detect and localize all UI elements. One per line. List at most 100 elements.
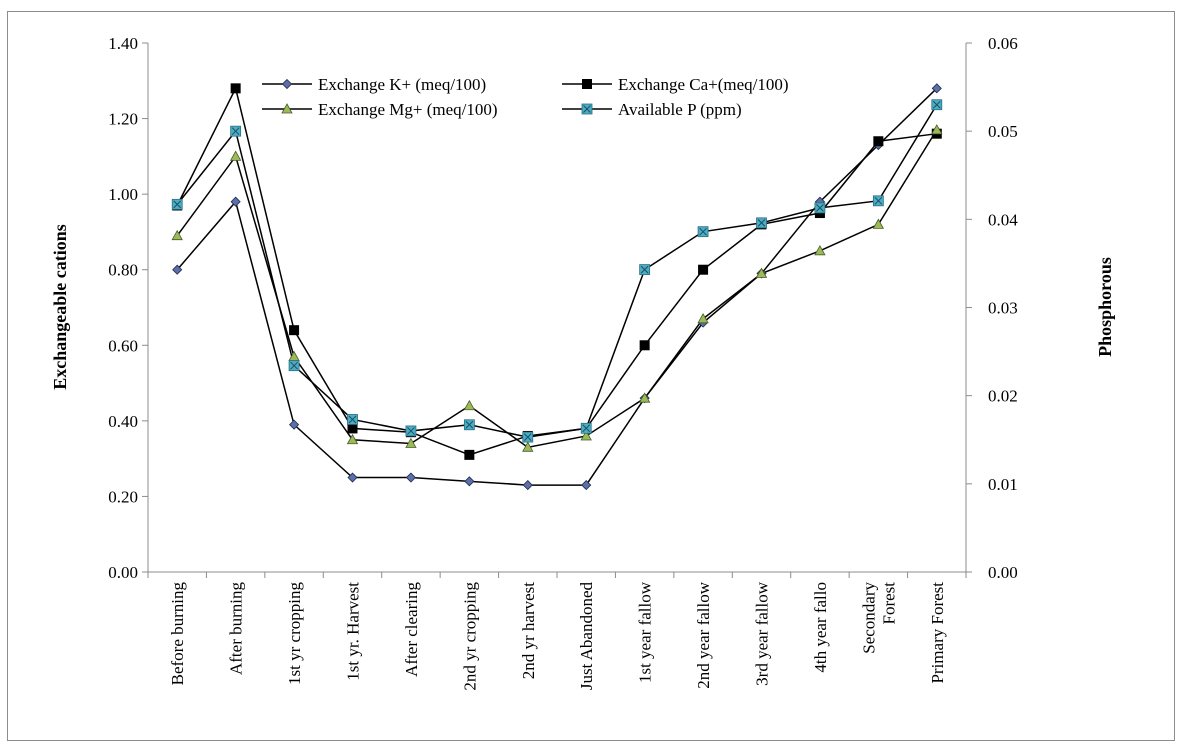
data-point	[873, 136, 884, 147]
chart-axes: 0.00 0.20 0.40 0.60 0.80 1.00 1.20 1.40 0.00 0.01…	[108, 34, 1018, 691]
data-point	[931, 124, 943, 135]
series-line	[176, 129, 938, 449]
y-right-tick-label: 0.01	[988, 475, 1018, 494]
x-category-label: After clearing	[402, 582, 421, 677]
series-line	[176, 86, 937, 456]
marker-cross	[348, 415, 357, 424]
y-right-tick-label: 0.03	[988, 299, 1018, 318]
y-left-tick-label: 0.20	[108, 487, 138, 506]
marker-cross	[173, 200, 182, 209]
data-point	[814, 244, 826, 256]
data-point	[171, 229, 183, 241]
data-point	[639, 264, 651, 275]
y-right-tick-label: 0.02	[988, 387, 1018, 406]
data-point	[347, 414, 358, 425]
data-point	[172, 264, 183, 275]
marker-cross	[465, 420, 474, 429]
x-category-label-line: Secondary	[859, 582, 878, 654]
marker-cross	[874, 196, 883, 205]
x-category-label: 2nd yr harvest	[519, 582, 538, 680]
x-category-label: Primary Forest	[928, 582, 947, 684]
data-point	[171, 198, 183, 210]
data-point	[405, 472, 416, 483]
x-category-label-line: 2nd yr harvest	[519, 582, 538, 680]
data-point	[463, 419, 475, 431]
series-lines	[176, 86, 938, 486]
y-right-tick-label: 0.05	[988, 122, 1018, 141]
data-point	[755, 267, 768, 278]
marker-cross	[290, 361, 298, 370]
y-left-tick-label: 0.80	[108, 261, 138, 280]
y-left-tick-label: 1.40	[108, 34, 138, 53]
y-left-tick-label: 0.40	[108, 412, 138, 431]
x-category-label-line: Just Abandoned	[577, 582, 596, 691]
y-left-tick-label: 1.20	[108, 110, 138, 129]
marker-cross	[816, 204, 824, 212]
x-category-label: Secondary Forest	[859, 582, 898, 654]
data-point	[522, 441, 534, 452]
x-category-label: 1st yr. Harvest	[344, 582, 363, 681]
data-point	[288, 360, 300, 372]
marker-cross	[757, 219, 766, 227]
x-category-label-line: 4th year fallo	[811, 582, 830, 673]
legend-marker	[281, 78, 293, 90]
marker-cross	[523, 433, 532, 441]
data-point	[756, 217, 767, 229]
data-point	[814, 202, 826, 214]
data-point	[463, 399, 476, 411]
x-category-label-line: Primary Forest	[928, 582, 947, 684]
legend-marker	[581, 103, 593, 115]
x-category-label-line: 2nd year fallow	[694, 581, 713, 688]
data-point	[580, 422, 592, 434]
data-point	[697, 313, 709, 324]
data-point	[639, 340, 650, 351]
x-category-label-line: 1st year fallow	[636, 581, 655, 683]
series-markers	[171, 83, 943, 491]
data-point	[581, 480, 592, 491]
y-right-tick-label: 0.06	[988, 34, 1018, 53]
marker-cross	[640, 265, 649, 274]
x-category-label: Just Abandoned	[577, 582, 596, 691]
x-category-label-line: After clearing	[402, 582, 421, 677]
legend-label: Available P (ppm)	[618, 100, 742, 119]
data-point	[580, 430, 592, 441]
y-left-tick-label: 0.60	[108, 336, 138, 355]
data-point	[464, 476, 475, 487]
data-point	[872, 218, 885, 229]
data-point	[289, 325, 300, 336]
data-point	[405, 425, 417, 437]
x-category-label: 4th year fallo	[811, 582, 830, 673]
y-axis-right-title: Phosphorous	[1095, 257, 1115, 357]
marker-cross	[932, 100, 941, 109]
data-point	[464, 449, 475, 460]
marker-cross	[583, 105, 591, 113]
marker-cross	[231, 127, 240, 136]
data-point	[405, 437, 417, 448]
data-point	[230, 83, 241, 94]
x-category-label: After burning	[227, 582, 246, 676]
x-category-label-line: 1st yr. Harvest	[344, 582, 363, 681]
chart-frame	[7, 11, 1175, 741]
x-category-label-line: 3rd year fallow	[753, 581, 772, 686]
legend-label: Exchange Mg+ (meq/100)	[318, 100, 498, 119]
marker-cross	[582, 424, 591, 433]
x-category-label-line: After burning	[227, 582, 246, 676]
x-category-label-line: 1st yr cropping	[285, 582, 304, 685]
data-point	[522, 480, 533, 491]
x-category-label-line: Before burning	[168, 582, 187, 686]
legend-marker	[281, 103, 293, 114]
series-line	[176, 87, 938, 486]
data-point	[347, 423, 358, 434]
data-point	[347, 472, 358, 483]
marker-cross	[407, 427, 415, 435]
data-point	[931, 99, 943, 111]
x-category-label: 2nd year fallow	[694, 581, 713, 688]
data-point	[289, 419, 300, 430]
x-category-label: 2nd yr cropping	[460, 582, 479, 691]
x-category-label-line: Forest	[879, 582, 898, 625]
legend-marker	[582, 79, 592, 89]
y-right-tick-label: 0.00	[988, 563, 1018, 582]
data-point	[230, 196, 241, 207]
x-category-label: 3rd year fallow	[753, 581, 772, 686]
